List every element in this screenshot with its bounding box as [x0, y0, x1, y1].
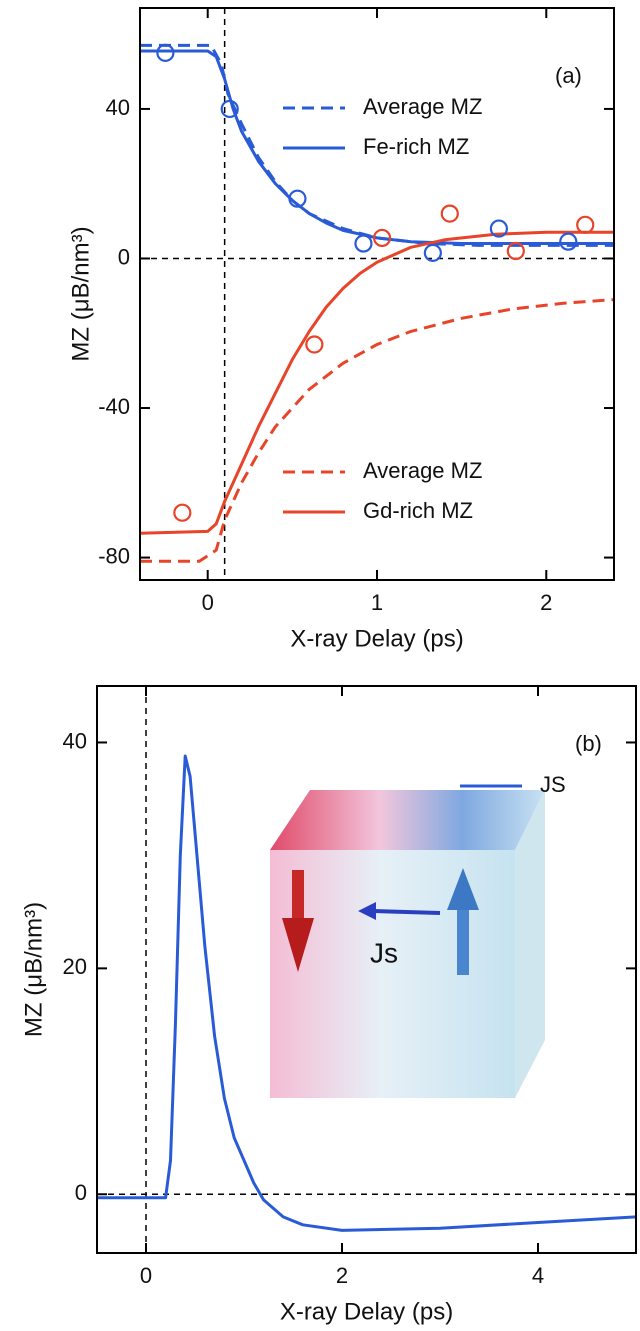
- inset-box-side: [515, 790, 545, 1098]
- x-tick-label: 0: [202, 590, 214, 615]
- plot-area: [97, 686, 636, 1253]
- up-arrow-head: [447, 868, 479, 910]
- down-arrow-head: [282, 918, 314, 972]
- x-axis-label: X-ray Delay (ps): [290, 625, 463, 652]
- up-arrow: [457, 905, 469, 975]
- data-point: [173, 503, 192, 522]
- series-line: [140, 230, 614, 535]
- inset-box-top: [270, 790, 545, 850]
- legend-label: Gd-rich MZ: [363, 498, 473, 523]
- data-point: [440, 204, 459, 223]
- y-tick-label: 40: [106, 95, 130, 120]
- x-tick-label: 2: [336, 1263, 348, 1288]
- legend-label: JS: [540, 772, 566, 797]
- data-point: [559, 232, 578, 251]
- data-point: [423, 243, 442, 262]
- inset-illustration: Js: [270, 790, 545, 1098]
- data-point: [288, 189, 307, 208]
- js-arrow-head: [358, 902, 376, 920]
- y-tick-label: 0: [118, 244, 130, 269]
- plot-area: [140, 8, 614, 580]
- x-axis-label: X-ray Delay (ps): [280, 1298, 453, 1325]
- data-point: [372, 228, 392, 248]
- js-arrow: [371, 909, 441, 915]
- inset-box-front: [270, 850, 515, 1098]
- panel-label: (b): [575, 731, 602, 756]
- x-tick-label: 1: [371, 590, 383, 615]
- y-tick-label: 0: [75, 1180, 87, 1205]
- series-line: [97, 754, 636, 1232]
- x-tick-label: 2: [540, 590, 552, 615]
- data-point: [576, 215, 595, 234]
- panel-label: (a): [555, 63, 582, 88]
- data-point: [220, 99, 239, 119]
- down-arrow: [292, 870, 304, 920]
- data-point: [156, 43, 175, 62]
- data-point: [305, 335, 324, 354]
- y-tick-label: 40: [63, 728, 87, 753]
- inset-label: Js: [370, 937, 398, 968]
- plot-frame: [96, 685, 637, 1254]
- data-point: [489, 219, 508, 238]
- legend-label: Average MZ: [363, 94, 482, 119]
- y-axis-label: MZ (μB/nm³): [67, 226, 94, 361]
- y-tick-label: -40: [98, 394, 130, 419]
- y-tick-label: 20: [63, 954, 87, 979]
- legend-label: Fe-rich MZ: [363, 134, 469, 159]
- data-point: [506, 241, 525, 261]
- series-line: [140, 298, 614, 563]
- legend-label: Average MZ: [363, 458, 482, 483]
- y-axis-label: MZ (μB/nm³): [20, 902, 47, 1037]
- x-tick-label: 0: [140, 1263, 152, 1288]
- data-point: [354, 234, 373, 253]
- x-tick-label: 4: [532, 1263, 544, 1288]
- y-tick-label: -80: [98, 543, 130, 568]
